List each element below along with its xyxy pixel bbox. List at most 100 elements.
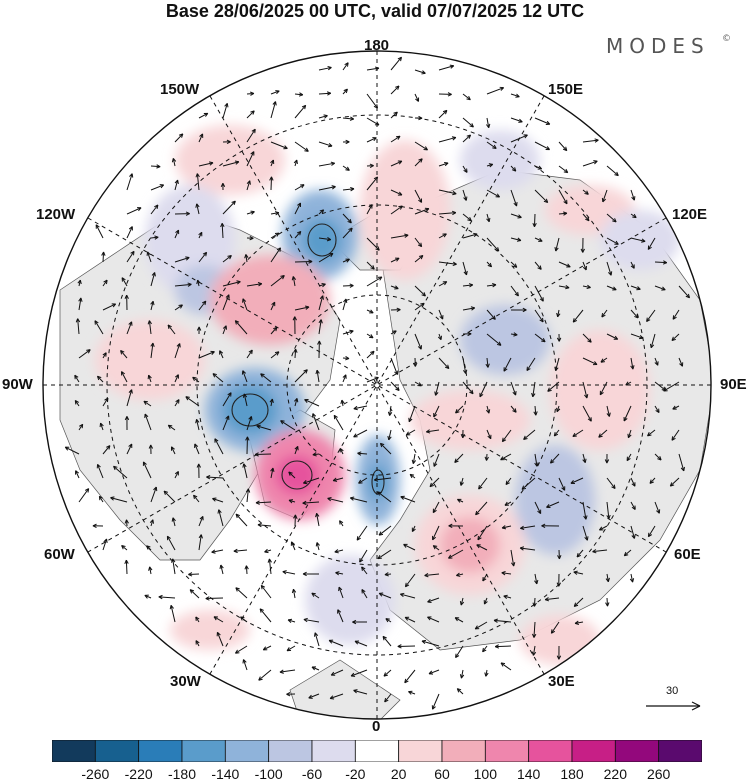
wind-arrowhead-icon [400, 592, 405, 598]
wind-vector-icon [400, 593, 416, 599]
wind-arrowhead-icon [374, 376, 379, 381]
wind-vector-icon [246, 211, 255, 215]
wind-arrowhead-icon [584, 536, 589, 541]
wind-arrowhead-icon [198, 534, 203, 539]
wind-vector-icon [316, 370, 320, 383]
wind-vector-icon [174, 343, 181, 359]
wind-vector-icon [412, 453, 416, 464]
wind-arrowhead-icon [647, 432, 652, 437]
wind-vector-icon [245, 565, 248, 575]
wind-arrowhead-icon [255, 500, 260, 505]
wind-arrowhead-icon [195, 419, 200, 424]
wind-vector-icon [390, 357, 398, 375]
lon-label-150e: 150E [548, 81, 584, 98]
wind-vector-icon [150, 184, 164, 191]
wind-arrowhead-icon [672, 315, 677, 320]
wind-vector-icon [294, 446, 299, 455]
wind-arrowhead-icon [501, 437, 507, 443]
wind-arrowhead-icon [124, 416, 130, 421]
wind-vector-icon [198, 534, 202, 551]
wind-arrowhead-icon [400, 495, 405, 500]
wind-vector-icon [329, 693, 344, 699]
wind-arrowhead-icon [572, 432, 577, 438]
wind-vector-icon [174, 283, 192, 287]
wind-arrowhead-icon [137, 207, 142, 212]
wind-arrowhead-icon [482, 576, 487, 582]
wind-arrowhead-icon [600, 358, 605, 363]
wind-vector-icon [501, 572, 512, 575]
wind-arrowhead-icon [563, 168, 569, 174]
wind-vector-icon [426, 429, 440, 433]
colorbar-swatch [181, 740, 226, 762]
wind-vector-icon [366, 261, 375, 270]
wind-arrowhead-icon [111, 303, 117, 308]
wind-arrowhead-icon [96, 375, 102, 381]
wind-arrowhead-icon [196, 463, 201, 468]
wind-vector-icon [121, 545, 128, 551]
wind-vector-icon [500, 453, 512, 461]
wind-arrowhead-icon [459, 674, 465, 679]
wind-arrowhead-icon [375, 246, 380, 251]
wind-vector-icon [433, 453, 440, 467]
wind-arrowhead-icon [344, 62, 349, 67]
wind-vector-icon [102, 251, 105, 263]
wind-arrowhead-icon [291, 276, 297, 281]
wind-arrowhead-icon [315, 512, 320, 518]
wind-vector-icon [221, 223, 224, 239]
wind-vector-icon [582, 525, 588, 541]
wind-vector-icon [572, 309, 584, 323]
wind-vector-icon [342, 62, 349, 71]
wind-arrowhead-icon [397, 56, 402, 62]
wind-vector-icon [174, 304, 183, 311]
wind-arrowhead-icon [327, 496, 332, 502]
wind-arrowhead-icon [330, 161, 336, 166]
wind-arrowhead-icon [553, 431, 559, 437]
colorbar-swatch [52, 740, 96, 762]
wind-arrowhead-icon [448, 523, 453, 529]
wind-vector-icon [630, 333, 644, 339]
colorbar-swatch [528, 740, 573, 762]
wind-vector-icon [193, 494, 200, 503]
wind-vector-icon [654, 381, 666, 391]
wind-arrowhead-icon [377, 554, 382, 560]
wind-arrowhead-icon [159, 184, 165, 189]
wind-vector-icon [630, 261, 635, 269]
wind-arrowhead-icon [235, 513, 240, 519]
wind-vector-icon [438, 357, 450, 369]
wind-arrowhead-icon [294, 445, 299, 451]
wind-arrowhead-icon [269, 398, 274, 403]
wind-arrowhead-icon [142, 461, 147, 466]
wind-arrowhead-icon [537, 509, 542, 515]
wind-arrowhead-icon [573, 570, 578, 575]
wind-arrowhead-icon [84, 488, 90, 493]
wind-arrowhead-icon [308, 259, 313, 264]
wind-arrowhead-icon [250, 210, 255, 215]
wind-vector-icon [414, 93, 419, 102]
wind-arrowhead-icon [144, 594, 149, 599]
wind-arrowhead-icon [276, 247, 282, 252]
wind-arrowhead-icon [317, 340, 322, 345]
wind-arrowhead-icon [449, 64, 455, 69]
wind-arrowhead-icon [423, 146, 428, 151]
wind-vector-icon [558, 212, 567, 215]
wind-vector-icon [602, 189, 608, 203]
wind-vector-icon [486, 429, 492, 439]
wind-arrowhead-icon [292, 316, 297, 321]
wind-arrowhead-icon [649, 479, 654, 484]
wind-vector-icon [78, 297, 82, 311]
wind-arrowhead-icon [384, 572, 389, 577]
wind-vector-icon [646, 309, 656, 322]
wind-arrowhead-icon [572, 318, 578, 323]
wind-arrowhead-icon [357, 451, 362, 456]
wind-arrowhead-icon [612, 286, 617, 291]
wind-arrowhead-icon [641, 238, 646, 243]
wind-vector-icon [158, 596, 176, 599]
wind-vector-icon [150, 342, 154, 359]
wind-arrowhead-icon [394, 370, 399, 375]
wind-arrowhead-icon [171, 517, 176, 522]
wind-arrowhead-icon [431, 705, 436, 710]
wind-vector-icon [630, 357, 634, 370]
wind-arrowhead-icon [454, 617, 460, 622]
wind-arrowhead-icon [128, 321, 133, 326]
wind-vector-icon [414, 333, 422, 350]
